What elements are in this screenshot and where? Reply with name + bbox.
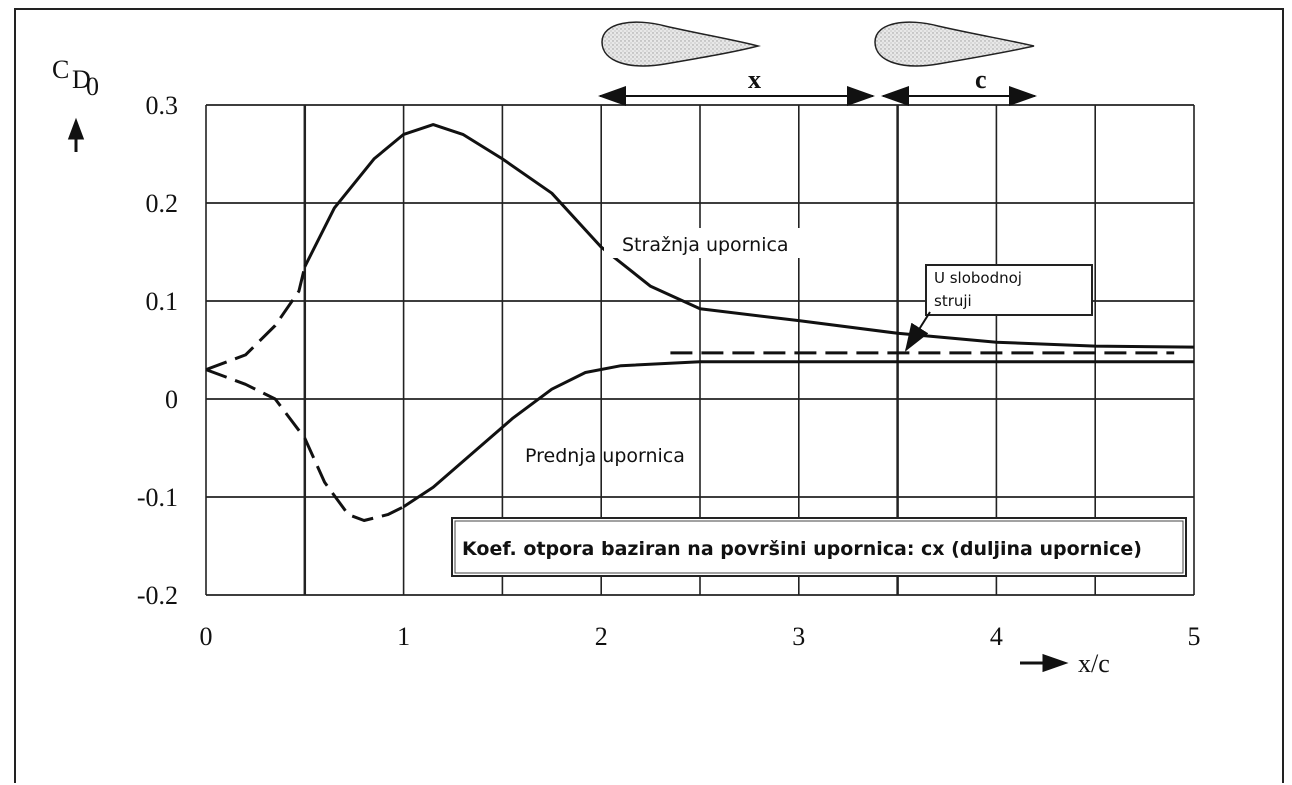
front-airfoil-icon <box>601 21 761 67</box>
front-strut-label: Prednja upornica <box>525 445 685 467</box>
y-tick-label: 0.2 <box>146 189 179 218</box>
y-tick-label: 0.1 <box>146 287 179 316</box>
y-axis-arrow-icon <box>67 117 85 152</box>
y-tick-label: 0.3 <box>146 91 179 120</box>
y-axis-label: C <box>52 55 69 84</box>
rear-strut-dashed-line <box>205 266 307 372</box>
rear-label-bg <box>604 228 826 258</box>
x-tick-label: 1 <box>397 622 410 651</box>
x-tick-label: 0 <box>200 622 213 651</box>
free-stream-label-line1: U slobodnoj <box>934 269 1022 287</box>
x-tick-label: 5 <box>1188 622 1201 651</box>
x-axis-label: x/c <box>1078 649 1110 678</box>
rear-strut-label: Stražnja upornica <box>622 234 789 256</box>
dimension-c-label: c <box>975 65 987 94</box>
x-tick-label: 3 <box>792 622 805 651</box>
x-axis-arrow-icon <box>1020 653 1069 673</box>
dimension-x-label: x <box>748 65 761 94</box>
front-strut-solid-line <box>402 360 1194 509</box>
x-tick-label: 4 <box>990 622 1003 651</box>
coef-note-box <box>451 517 1187 577</box>
rear-airfoil-icon <box>874 21 1035 67</box>
coef-note-inner-border <box>454 520 1184 574</box>
plot-curves <box>205 123 1195 522</box>
y-tick-label: 0 <box>165 385 178 414</box>
y-axis-label-subscript: D <box>72 65 91 94</box>
coef-note-text: Koef. otpora baziran na površini upornic… <box>462 538 1142 560</box>
rear-strut-solid-line <box>303 123 1195 349</box>
y-axis-label-subsubscript: 0 <box>86 72 99 101</box>
free-stream-callout <box>925 264 1093 316</box>
y-tick-label: -0.1 <box>137 483 178 512</box>
x-tick-label: 2 <box>595 622 608 651</box>
figure-frame <box>14 8 1284 783</box>
front-strut-dashed-line <box>205 368 405 522</box>
free-stream-pointer-arrow <box>904 311 931 352</box>
free-stream-label-line2: struji <box>934 292 972 310</box>
y-tick-label: -0.2 <box>137 581 178 610</box>
